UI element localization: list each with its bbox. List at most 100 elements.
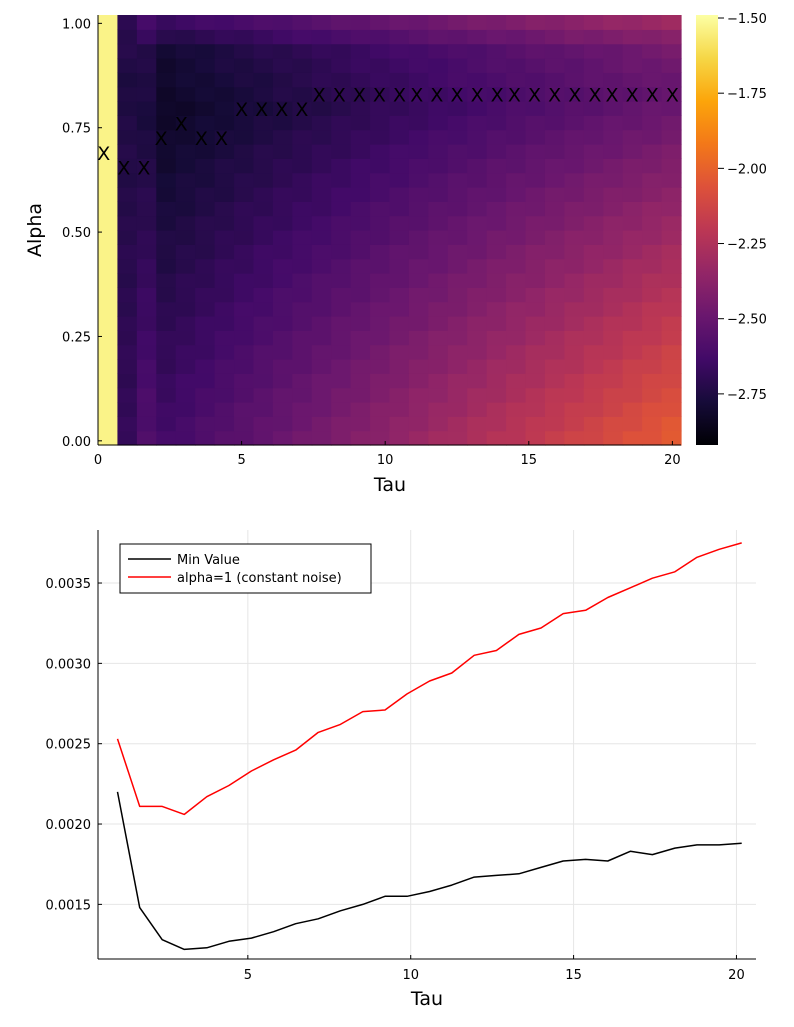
- heatmap-cell: [156, 273, 177, 288]
- line-y-tick-label: 0.0015: [46, 898, 92, 913]
- heatmap-cell: [156, 201, 177, 217]
- heatmap-cell: [311, 373, 332, 389]
- heatmap-cell: [408, 273, 429, 288]
- heatmap-cell: [214, 373, 235, 389]
- heatmap-cell: [661, 244, 682, 260]
- minimum-marker: X: [606, 84, 619, 106]
- heatmap-cell: [447, 430, 468, 446]
- heatmap-cell: [603, 344, 624, 360]
- heatmap-cell: [622, 29, 643, 45]
- heatmap-cell: [370, 373, 391, 389]
- heatmap-x-ticks: 0 5 10 15 20: [94, 441, 681, 468]
- heatmap-cell: [428, 373, 449, 389]
- heatmap-cell: [447, 144, 468, 159]
- heatmap-cell: [622, 416, 643, 432]
- heatmap-cell: [486, 402, 507, 417]
- heatmap-cell: [408, 301, 429, 317]
- heatmap-cell: [311, 72, 332, 88]
- heatmap-cell: [214, 72, 235, 88]
- heatmap-cell: [370, 129, 391, 145]
- heatmap-cell: [642, 330, 663, 346]
- heatmap-cell: [214, 387, 235, 403]
- heatmap-cell: [175, 359, 196, 374]
- heatmap-cell: [175, 115, 196, 131]
- heatmap-cell: [117, 258, 138, 274]
- heatmap-cell: [486, 258, 507, 274]
- heatmap-cell: [311, 344, 332, 360]
- heatmap-cell: [389, 330, 410, 346]
- heatmap-cell: [195, 344, 216, 360]
- heatmap-cell: [428, 86, 449, 102]
- heatmap-cell: [525, 373, 546, 389]
- heatmap-cell: [564, 230, 585, 245]
- heatmap-cell: [389, 172, 410, 188]
- heatmap-cell: [292, 316, 313, 331]
- heatmap-cell: [175, 29, 196, 45]
- heatmap-cell: [98, 273, 119, 288]
- heatmap-cell: [525, 144, 546, 159]
- heatmap-cell: [564, 316, 585, 331]
- heatmap-cell: [136, 215, 157, 231]
- heatmap-cell: [544, 330, 565, 346]
- heatmap-cell: [506, 144, 527, 159]
- heatmap-cell: [272, 230, 293, 245]
- heatmap-cell: [642, 158, 663, 174]
- heatmap-cell: [428, 287, 449, 303]
- heatmap-cell: [603, 287, 624, 303]
- heatmap-cell: [234, 187, 255, 202]
- heatmap-cell: [311, 115, 332, 131]
- heatmap-cell: [331, 244, 352, 260]
- heatmap-cell: [486, 187, 507, 202]
- heatmap-cell: [661, 158, 682, 174]
- heatmap-cell: [311, 201, 332, 217]
- heatmap-cell: [525, 158, 546, 174]
- heatmap-cell: [408, 416, 429, 432]
- heatmap-cell: [603, 158, 624, 174]
- heatmap-cell: [234, 230, 255, 245]
- heatmap-cell: [564, 416, 585, 432]
- heatmap-cell: [428, 43, 449, 59]
- heatmap-cell: [525, 244, 546, 260]
- heatmap-cell: [214, 158, 235, 174]
- heatmap-cell: [408, 129, 429, 145]
- heatmap-cell: [311, 86, 332, 102]
- heatmap-cell: [661, 287, 682, 303]
- heatmap-cell: [234, 387, 255, 403]
- heatmap-cell: [214, 359, 235, 374]
- heatmap-cell: [467, 58, 488, 73]
- heatmap-cell: [564, 344, 585, 360]
- heatmap-cell: [272, 43, 293, 59]
- heatmap-cell: [642, 430, 663, 446]
- heatmap-cell: [428, 359, 449, 374]
- heatmap-cell: [136, 129, 157, 145]
- heatmap-cell: [642, 402, 663, 417]
- heatmap-cell: [195, 101, 216, 116]
- heatmap-cell: [544, 29, 565, 45]
- heatmap-cell: [156, 72, 177, 88]
- heatmap-cell: [467, 244, 488, 260]
- heatmap-cell: [253, 201, 274, 217]
- heatmap-cell: [603, 430, 624, 446]
- heatmap-cell: [311, 187, 332, 202]
- heatmap-cell: [622, 316, 643, 331]
- line-axes: [97, 530, 756, 960]
- heatmap-cell: [117, 86, 138, 102]
- heatmap-cell: [564, 301, 585, 317]
- heatmap-cell: [389, 387, 410, 403]
- heatmap-cell: [603, 244, 624, 260]
- heatmap-cell: [583, 287, 604, 303]
- heatmap-cell: [136, 187, 157, 202]
- heatmap-cell: [661, 416, 682, 432]
- heatmap-cell: [408, 201, 429, 217]
- heatmap-cell: [603, 29, 624, 45]
- heatmap-cell: [98, 144, 119, 159]
- heatmap-y-tick-label: 0.75: [62, 122, 91, 137]
- heatmap-cell: [583, 158, 604, 174]
- heatmap-cell: [175, 101, 196, 116]
- heatmap-cell: [603, 273, 624, 288]
- heatmap-cell: [292, 402, 313, 417]
- heatmap-cell: [564, 86, 585, 102]
- heatmap-cell: [661, 330, 682, 346]
- heatmap-cell: [428, 430, 449, 446]
- heatmap-cell: [331, 402, 352, 417]
